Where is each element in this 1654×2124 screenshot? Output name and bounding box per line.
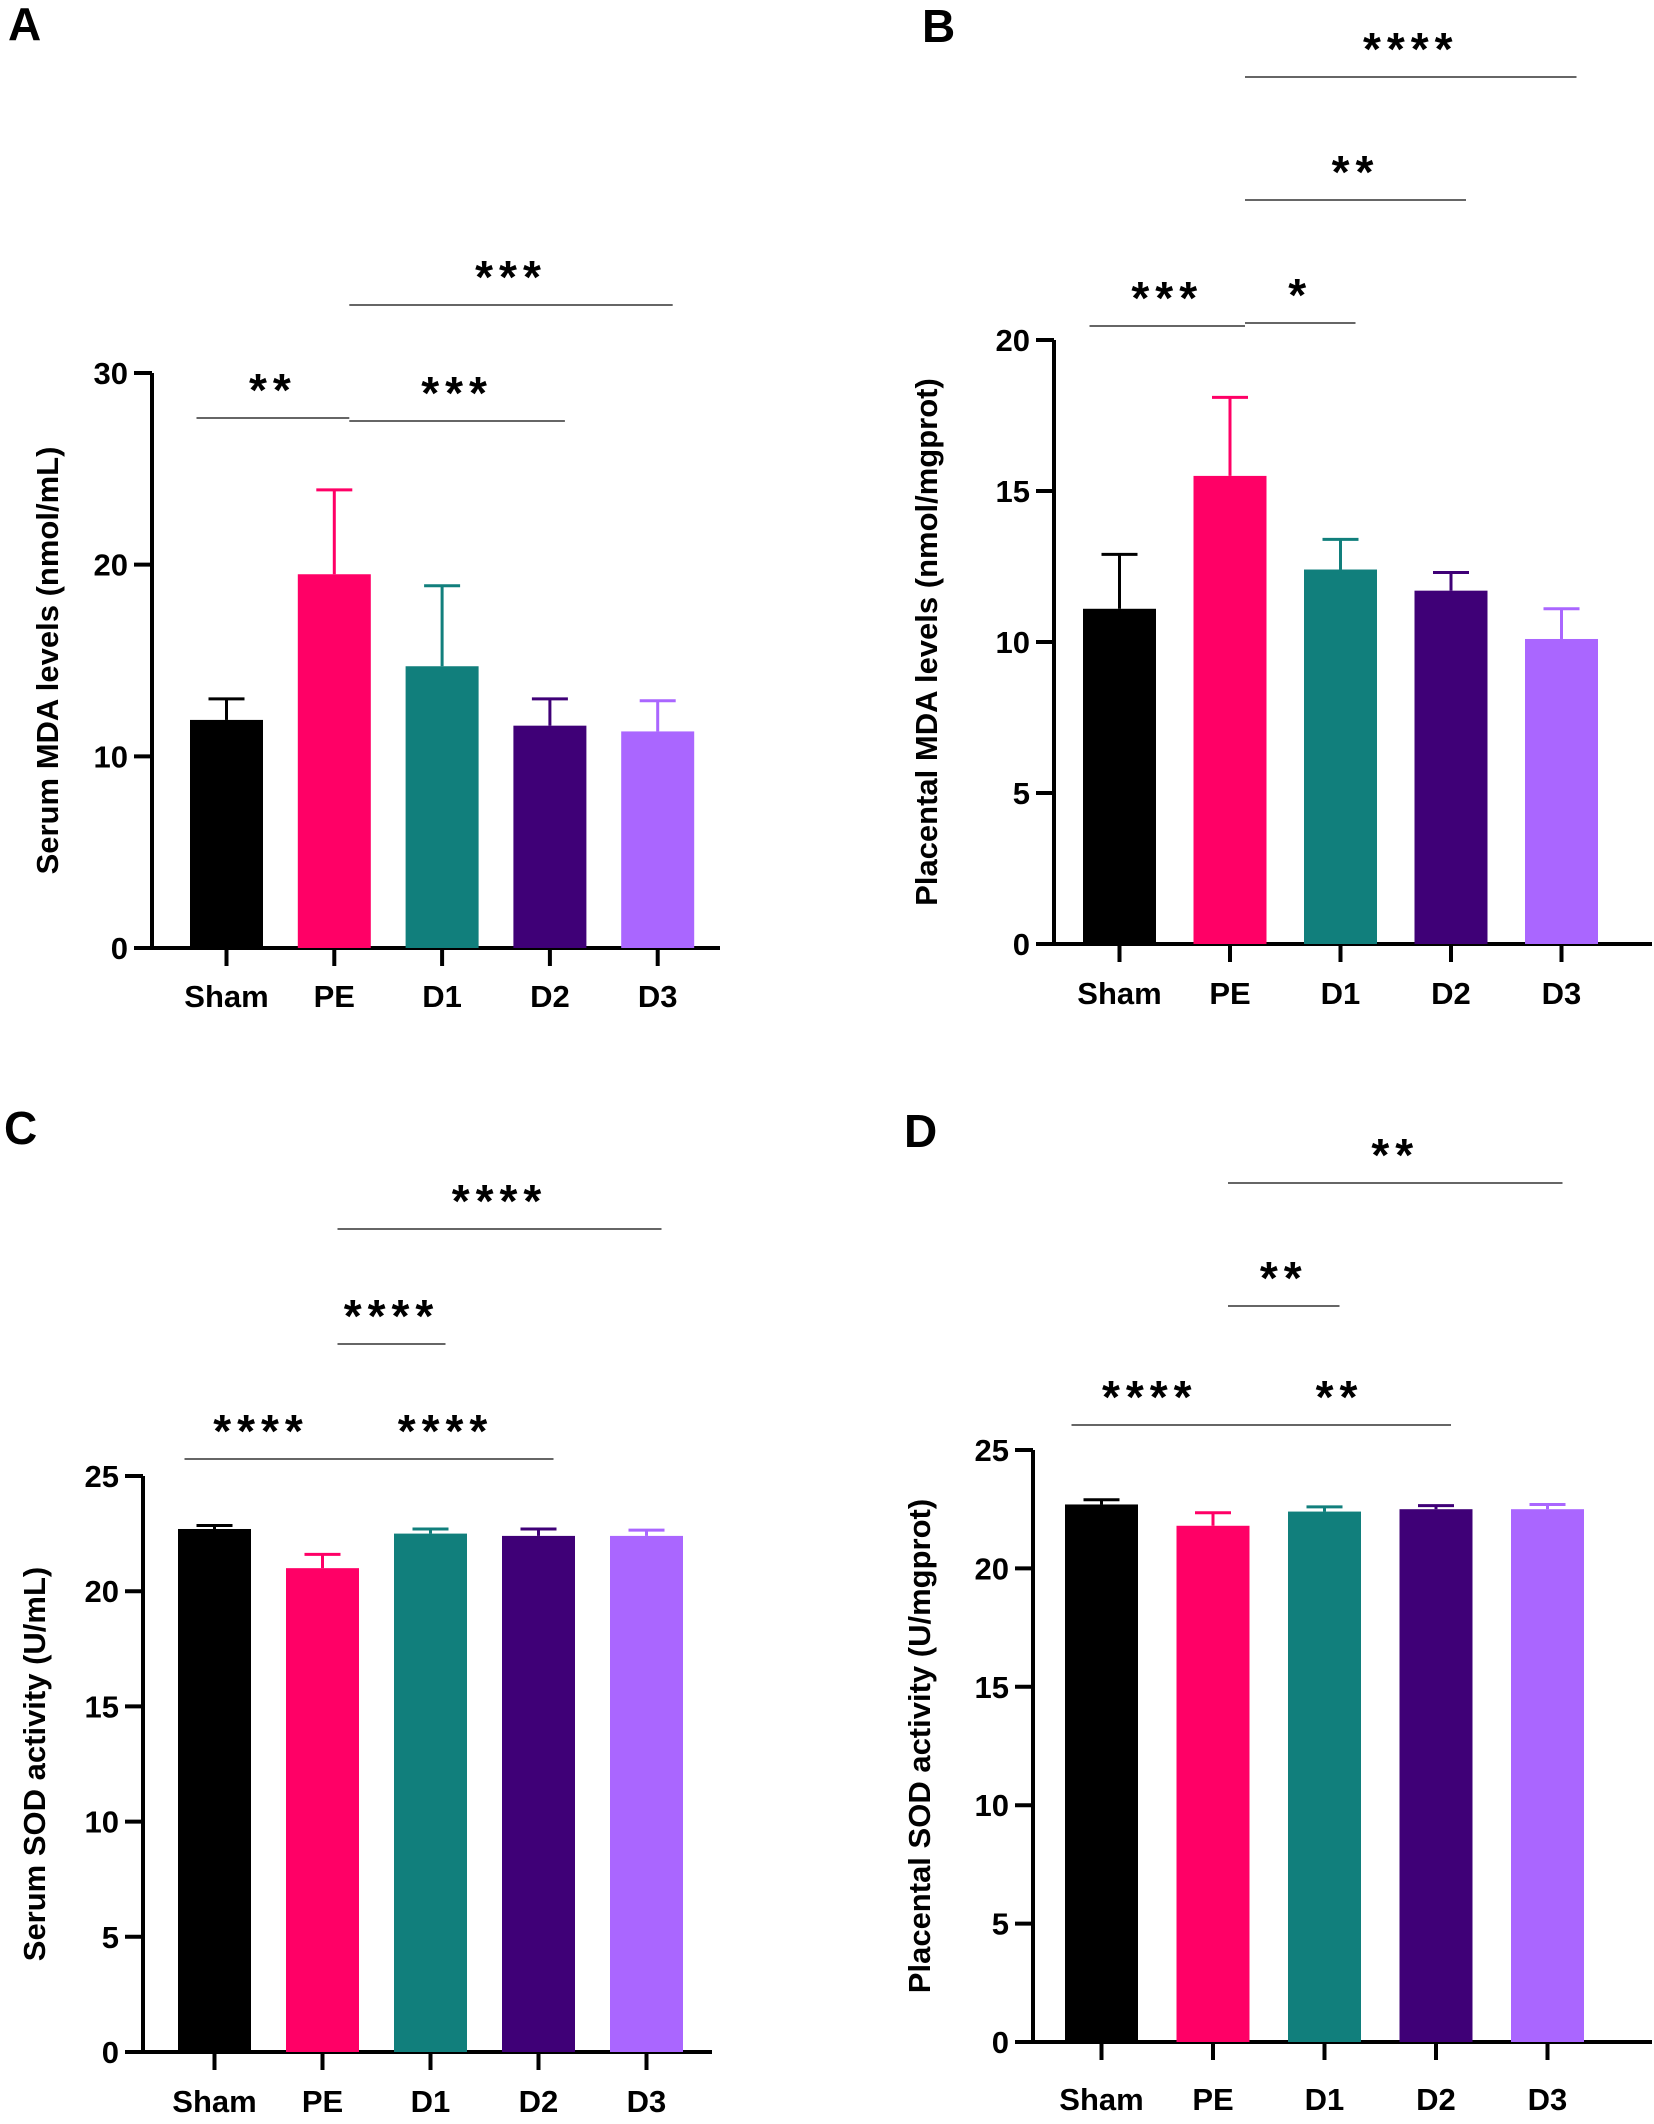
significance-label: **** <box>1363 23 1459 75</box>
x-tick-label: D2 <box>1431 976 1471 1011</box>
bar-d2 <box>502 1535 575 2052</box>
bar-d1 <box>1304 569 1377 944</box>
y-axis-label: Placental SOD activity (U/mgprot) <box>902 1499 937 1993</box>
y-tick-label: 10 <box>996 625 1030 660</box>
y-tick-label: 5 <box>1013 776 1030 811</box>
x-tick-label: D1 <box>422 979 462 1014</box>
y-tick-label: 0 <box>992 2025 1009 2060</box>
bar-d2 <box>1414 590 1488 944</box>
x-tick-label: D1 <box>411 2084 451 2119</box>
bar-d3 <box>610 1535 683 2052</box>
significance-label: **** <box>398 1405 494 1457</box>
bar-d1 <box>1288 1511 1361 2042</box>
bar-d1 <box>405 666 479 948</box>
significance-label: *** <box>475 251 547 303</box>
y-axis-label: Placental MDA levels (nmol/mgprot) <box>909 378 944 906</box>
bar-sham <box>1083 608 1156 944</box>
significance-label: ** <box>1371 1129 1419 1181</box>
x-tick-label: D3 <box>1528 2082 1568 2117</box>
significance-label: *** <box>421 367 493 419</box>
y-tick-label: 10 <box>975 1788 1009 1823</box>
chart-panel-a: A 0 10 20 30 Serum MDA levels (nmol/mL) Sham PE… <box>8 0 720 1014</box>
y-tick-label: 0 <box>111 931 128 966</box>
y-tick-label: 0 <box>1013 927 1030 962</box>
y-tick-label: 20 <box>975 1551 1009 1586</box>
x-tick-label: D1 <box>1321 976 1361 1011</box>
significance-label: **** <box>1102 1371 1198 1423</box>
chart-panel-b: B 0 5 10 15 20 Placental MDA levels (nmol/mgpr… <box>909 0 1652 1011</box>
y-tick-label: 25 <box>85 1459 119 1494</box>
bar-pe <box>1193 475 1267 944</box>
chart-panel-c: C 0 5 10 15 20 25 Serum SOD activity (U/mL) Sham… <box>4 1102 712 2119</box>
bar-d1 <box>394 1533 467 2052</box>
panel-letter: B <box>922 0 955 52</box>
x-tick-label: D2 <box>519 2084 559 2119</box>
significance-label: ** <box>1260 1252 1308 1304</box>
x-tick-label: Sham <box>172 2084 256 2119</box>
x-tick-label: D1 <box>1305 2082 1345 2117</box>
panel-letter: A <box>8 0 41 50</box>
y-tick-label: 20 <box>996 323 1030 358</box>
x-tick-label: PE <box>314 979 355 1014</box>
x-tick-label: D3 <box>1542 976 1582 1011</box>
y-tick-label: 5 <box>102 1920 119 1955</box>
y-tick-label: 15 <box>996 474 1030 509</box>
panel-letter: D <box>904 1105 937 1157</box>
significance-label: **** <box>344 1290 440 1342</box>
bar-d2 <box>1399 1509 1473 2042</box>
x-tick-label: PE <box>302 2084 343 2119</box>
x-tick-label: PE <box>1209 976 1250 1011</box>
significance-label: *** <box>1131 272 1203 324</box>
bar-sham <box>1065 1504 1138 2042</box>
bar-d3 <box>1511 1509 1584 2042</box>
bar-pe <box>286 1568 359 2052</box>
significance-label: * <box>1288 269 1312 321</box>
x-tick-label: D2 <box>530 979 570 1014</box>
x-tick-label: D3 <box>638 979 678 1014</box>
y-tick-label: 10 <box>85 1805 119 1840</box>
y-axis-label: Serum MDA levels (nmol/mL) <box>30 447 65 875</box>
y-tick-label: 20 <box>94 548 128 583</box>
x-tick-label: Sham <box>1059 2082 1143 2117</box>
y-tick-label: 30 <box>94 356 128 391</box>
x-tick-label: Sham <box>1077 976 1161 1011</box>
chart-panel-d: D 0 5 10 15 20 25 Placental SOD activity (U/mgp… <box>902 1105 1652 2117</box>
x-tick-label: D2 <box>1416 2082 1456 2117</box>
bar-d3 <box>621 731 695 948</box>
significance-label: **** <box>452 1175 548 1227</box>
y-tick-label: 20 <box>85 1574 119 1609</box>
bar-pe <box>297 574 371 948</box>
x-tick-label: Sham <box>184 979 268 1014</box>
bar-d3 <box>1525 638 1598 944</box>
y-axis-label: Serum SOD activity (U/mL) <box>17 1567 52 1961</box>
x-tick-label: D3 <box>627 2084 667 2119</box>
y-tick-label: 15 <box>975 1670 1009 1705</box>
significance-label: **** <box>213 1405 309 1457</box>
bar-sham <box>178 1528 251 2052</box>
y-tick-label: 15 <box>85 1689 119 1724</box>
bar-sham <box>190 719 263 948</box>
bar-d2 <box>513 725 587 948</box>
significance-label: ** <box>249 364 297 416</box>
y-tick-label: 0 <box>102 2035 119 2070</box>
significance-label: ** <box>1332 146 1380 198</box>
x-tick-label: PE <box>1192 2082 1233 2117</box>
bar-pe <box>1176 1525 1250 2042</box>
panel-letter: C <box>4 1102 37 1154</box>
y-tick-label: 5 <box>992 1907 1009 1942</box>
significance-label: ** <box>1316 1371 1364 1423</box>
y-tick-label: 25 <box>975 1433 1009 1468</box>
y-tick-label: 10 <box>94 739 128 774</box>
